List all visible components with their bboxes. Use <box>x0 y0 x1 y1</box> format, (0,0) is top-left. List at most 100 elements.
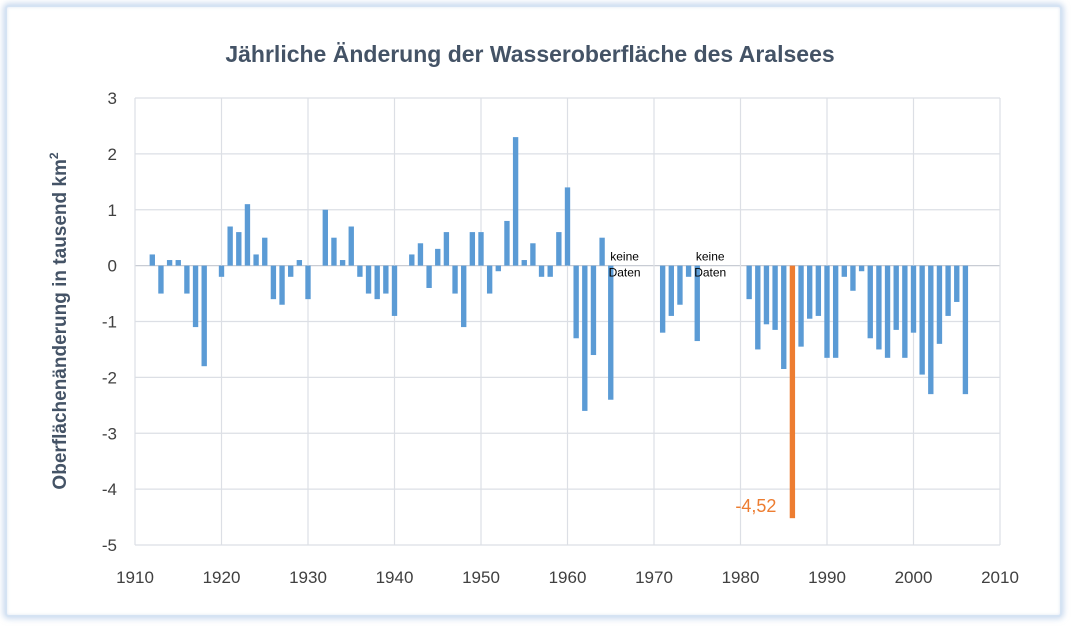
bar <box>781 265 787 369</box>
bar <box>339 260 346 266</box>
x-tick-label: 1940 <box>376 568 414 587</box>
bar <box>175 260 181 266</box>
bar <box>928 265 934 395</box>
bar <box>962 265 969 395</box>
bar <box>945 265 951 316</box>
y-tick-label: 0 <box>108 257 117 276</box>
no-data-annotation: keine Daten <box>694 250 726 280</box>
bar <box>331 237 337 266</box>
annotation-line: Daten <box>609 266 641 280</box>
bar <box>253 254 259 266</box>
y-axis-label-text: Oberflächenänderung in tausend km <box>50 159 71 489</box>
bar <box>919 265 925 375</box>
bar <box>504 220 510 266</box>
y-tick-label: -1 <box>102 313 117 332</box>
bar <box>590 265 597 356</box>
bar <box>478 232 484 266</box>
chart-title: Jährliche Änderung der Wasseroberfläche … <box>225 41 834 67</box>
x-tick-label: 1990 <box>808 568 846 587</box>
bar <box>236 232 242 266</box>
annotations: keine Daten keine Daten <box>609 250 727 280</box>
bar <box>884 265 891 358</box>
highlight-data-label: -4,52 <box>735 496 776 516</box>
bar <box>807 265 813 319</box>
bar <box>694 265 700 342</box>
bar <box>365 265 372 294</box>
annotation-line: keine <box>696 250 725 264</box>
bar <box>668 265 674 316</box>
no-data-annotation: keine Daten <box>609 250 641 280</box>
bar <box>512 137 519 266</box>
bar <box>461 265 467 328</box>
bar <box>357 265 363 277</box>
bar <box>954 265 960 302</box>
bar <box>815 265 822 316</box>
bar <box>867 265 873 339</box>
y-axis-ticks: 3 2 1 0 -1 -2 -3 -4 -5 <box>102 89 117 555</box>
y-tick-label: 1 <box>108 201 117 220</box>
bar <box>841 265 847 277</box>
bar <box>296 260 303 266</box>
bar <box>158 265 164 294</box>
bar <box>409 254 415 266</box>
bar <box>858 265 865 272</box>
bar <box>832 265 839 358</box>
bar <box>166 260 173 266</box>
bar-highlight <box>789 265 796 519</box>
annotation-line: keine <box>610 250 639 264</box>
x-tick-label: 2000 <box>895 568 933 587</box>
bar <box>530 243 536 266</box>
bar <box>538 265 545 277</box>
bar <box>270 265 277 300</box>
bar <box>556 232 562 266</box>
bar <box>850 265 856 291</box>
y-tick-label: -5 <box>102 536 117 555</box>
bar <box>452 265 458 294</box>
bar <box>659 265 666 333</box>
bar <box>910 265 917 333</box>
y-tick-label: -2 <box>102 368 117 387</box>
bar <box>876 265 882 350</box>
bar <box>486 265 493 294</box>
bar <box>608 265 614 400</box>
bar <box>184 265 190 294</box>
bar <box>495 265 501 272</box>
bar <box>772 265 778 330</box>
x-tick-label: 1960 <box>549 568 587 587</box>
bar <box>149 254 155 266</box>
bar <box>417 243 424 266</box>
bar <box>582 265 588 411</box>
x-axis-ticks: 1910 1920 1930 1940 1950 1960 1970 1980 1990 2000… <box>116 568 1019 587</box>
y-tick-label: 2 <box>108 145 117 164</box>
bar <box>288 265 294 277</box>
bar <box>755 265 761 350</box>
bar <box>426 265 432 288</box>
bar <box>383 265 389 294</box>
bar <box>798 265 804 347</box>
bar <box>374 265 380 300</box>
bars <box>149 137 969 519</box>
bar <box>521 260 527 266</box>
bar <box>902 265 908 358</box>
y-tick-label: -4 <box>102 480 117 499</box>
bar <box>893 265 899 330</box>
bar <box>677 265 683 305</box>
x-tick-label: 1970 <box>635 568 673 587</box>
bar <box>685 265 692 277</box>
x-tick-label: 2010 <box>981 568 1019 587</box>
bar <box>443 232 450 266</box>
bar <box>936 265 943 344</box>
bar <box>322 209 328 266</box>
bar <box>201 265 207 367</box>
bar <box>824 265 830 358</box>
bar <box>599 237 605 266</box>
bar <box>391 265 398 316</box>
bar <box>227 226 233 266</box>
y-axis-label: Oberflächenänderung in tausend km2 <box>47 152 71 489</box>
bar <box>279 265 285 305</box>
bar <box>573 265 579 339</box>
bar <box>763 265 770 325</box>
bar <box>469 232 476 266</box>
bar <box>435 248 441 266</box>
bar <box>564 187 571 266</box>
